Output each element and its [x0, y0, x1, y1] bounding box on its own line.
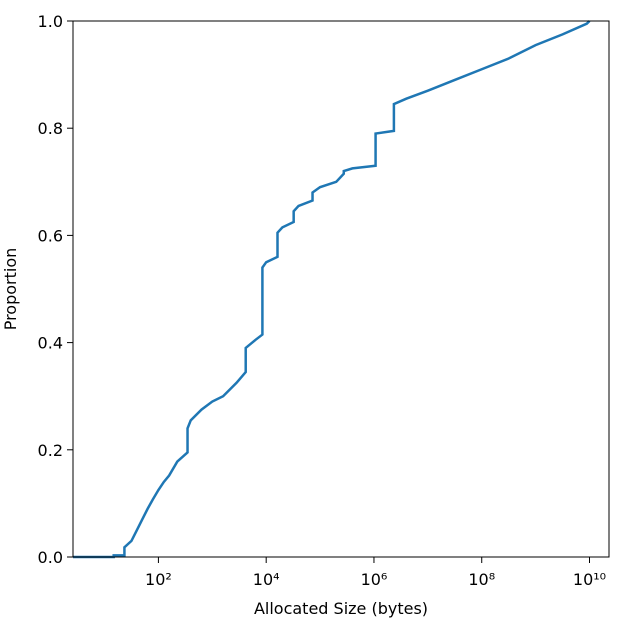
y-tick-label: 0.4 — [38, 334, 63, 353]
y-axis-label: Proportion — [1, 248, 20, 331]
plot-frame — [72, 20, 610, 558]
x-tick-label: 10¹⁰ — [573, 570, 606, 589]
y-tick-label: 0.8 — [38, 119, 63, 138]
y-tick-label: 0.6 — [38, 226, 63, 245]
ecdf-line — [73, 20, 591, 559]
x-tick-label: 10⁸ — [468, 570, 495, 589]
y-tick-label: 0.0 — [38, 548, 63, 567]
x-tick-label: 10² — [145, 570, 172, 589]
x-tick-label: 10⁴ — [253, 570, 280, 589]
y-tick-label: 1.0 — [38, 12, 63, 31]
x-tick-label: 10⁶ — [361, 570, 388, 589]
x-axis-label: Allocated Size (bytes) — [254, 599, 428, 618]
y-tick-label: 0.2 — [38, 441, 63, 460]
